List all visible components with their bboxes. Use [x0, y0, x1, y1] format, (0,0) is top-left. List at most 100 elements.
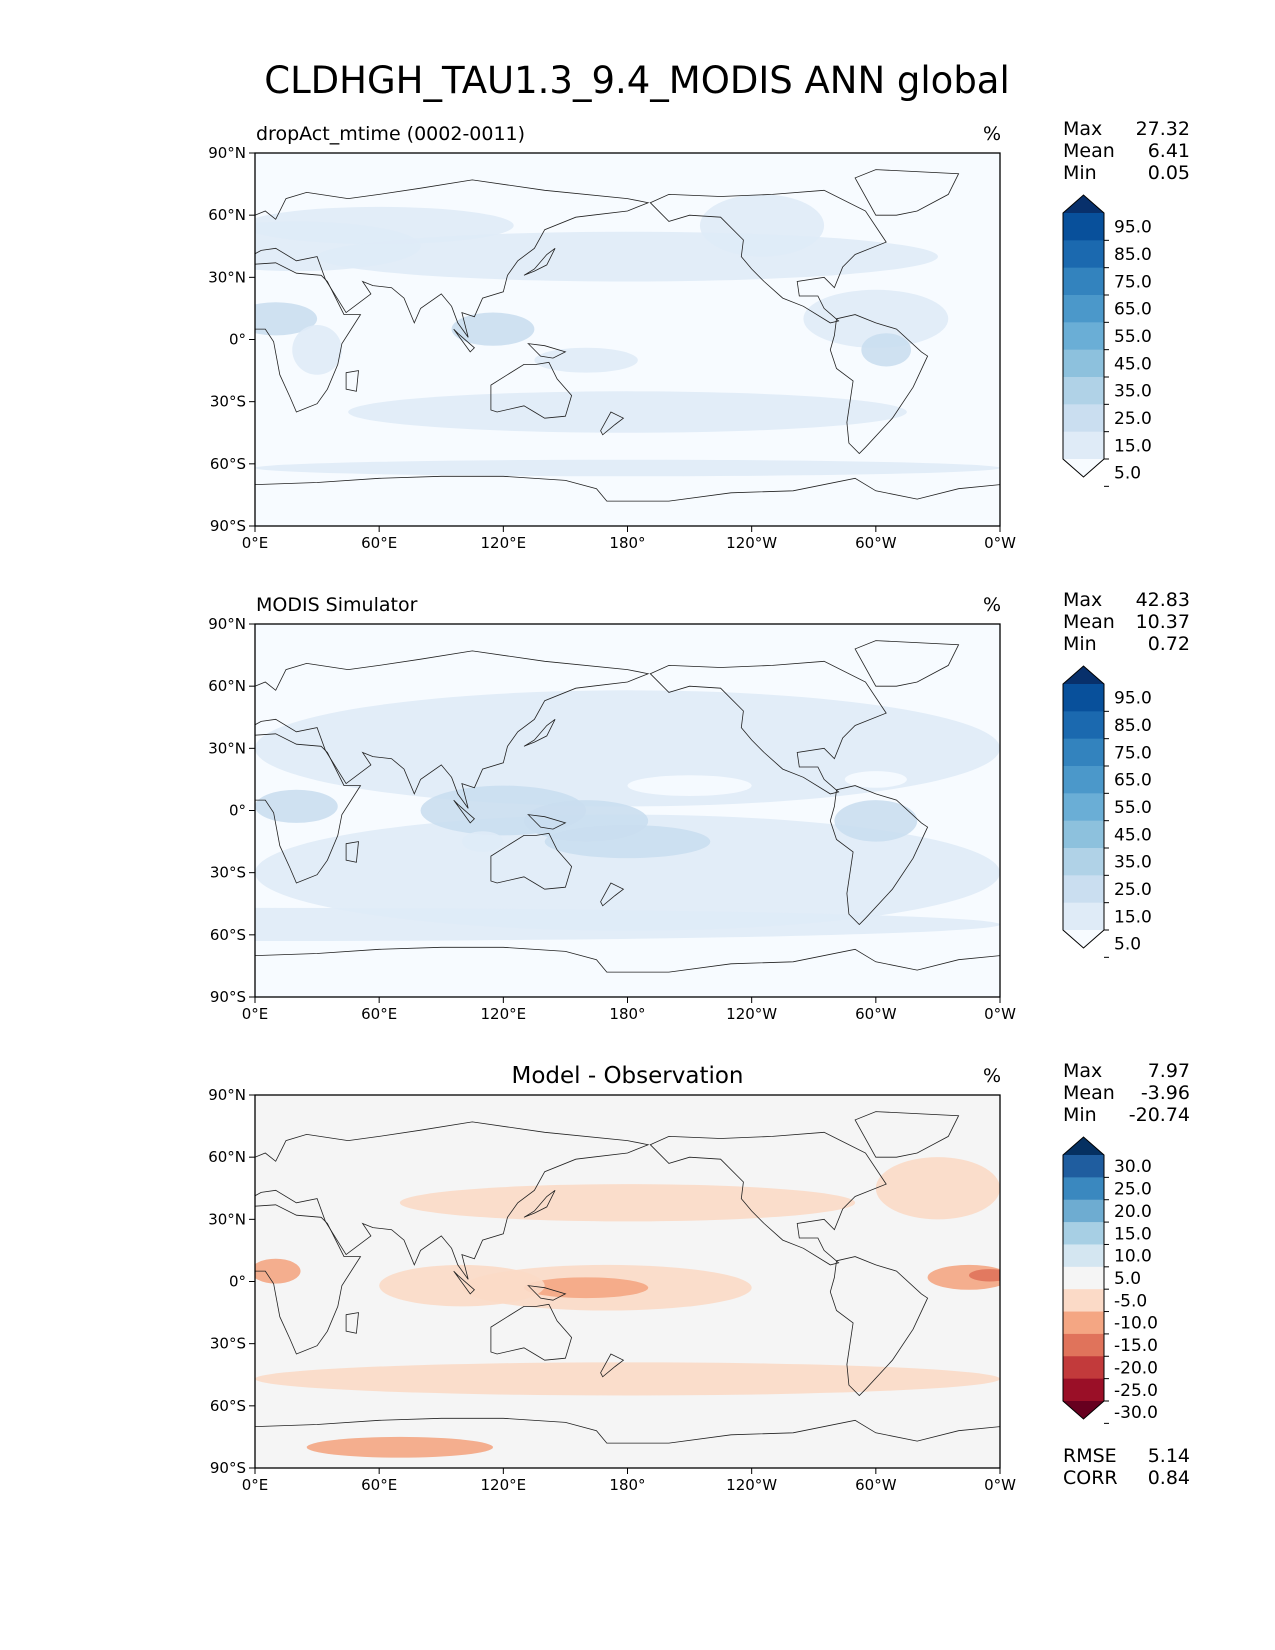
coastline [255, 1204, 362, 1355]
x-tick-label: 0°E [242, 1005, 269, 1023]
y-tick-label: 60°S [210, 455, 246, 473]
colorbar-tick-label: -25.0 [1114, 1381, 1158, 1401]
colorbar-tick-label: 75.0 [1114, 272, 1152, 292]
y-tick-label: 30°S [210, 864, 246, 882]
stat-value: 0.84 [1148, 1467, 1190, 1489]
map-contour-region [875, 1157, 1000, 1220]
colorbar-extend-bottom [1063, 930, 1104, 948]
x-tick-label: 0°W [984, 1476, 1016, 1494]
colorbar-tick-label: 5.0 [1114, 464, 1141, 484]
x-tick-label: 60°E [361, 534, 397, 552]
stat-value: 27.32 [1136, 118, 1190, 140]
coastline [523, 718, 556, 747]
stat-label: Min [1063, 162, 1097, 184]
coastline [490, 832, 573, 890]
map-contour-region [968, 1269, 1000, 1282]
stat-label: Mean [1063, 1082, 1115, 1104]
coastline [453, 799, 475, 824]
colorbar-segment [1063, 738, 1104, 767]
map-contour-region [534, 347, 638, 373]
colorbar-tick-label: 5.0 [1114, 1269, 1141, 1289]
colorbar-segment [1063, 1266, 1104, 1290]
map-field [255, 624, 1000, 997]
map-contour-region [255, 814, 1000, 931]
y-tick-label: 30°N [208, 268, 246, 286]
colorbar-segment [1063, 295, 1104, 323]
panel-2: 0°E 60°E 120°E 180° 120°W 60°W 0°W 90°N 60°N 30°N… [208, 589, 1190, 1023]
x-tick-label: 0°E [242, 1476, 269, 1494]
colorbar-extend-top [1063, 195, 1104, 213]
coastline [854, 1111, 960, 1158]
colorbar-tick-label: -5.0 [1114, 1291, 1147, 1311]
coastline [829, 314, 929, 455]
y-tick-label: 90°N [208, 144, 246, 162]
colorbar-extend-bottom [1063, 1401, 1104, 1419]
panel-1: 0°E 60°E 120°E 180° 120°W 60°W 0°W 90°N 60°N 30°N… [208, 118, 1190, 552]
panel-title-left: MODIS Simulator [256, 594, 418, 616]
panels: 0°E 60°E 120°E 180° 120°W 60°W 0°W 90°N 60°N 30°N… [208, 118, 1190, 1494]
y-tick-label: 90°S [210, 517, 246, 535]
y-tick-label: 60°S [210, 926, 246, 944]
x-tick-label: 120°E [481, 534, 527, 552]
map-contour-region [699, 194, 825, 257]
colorbar-segment [1063, 322, 1104, 351]
colorbar-segment [1063, 1177, 1104, 1201]
coastline [523, 1189, 556, 1218]
coastline [255, 1417, 1000, 1468]
map-contour-region [348, 391, 907, 433]
stat-value: -3.96 [1141, 1082, 1190, 1104]
colorbar-segment [1063, 1155, 1104, 1178]
coastline [490, 1303, 573, 1361]
map-contour-region [255, 789, 338, 823]
colorbar-segment [1063, 848, 1104, 876]
stat-value: -20.74 [1129, 1104, 1190, 1126]
colorbar-tick-label: 15.0 [1114, 1224, 1152, 1244]
colorbar-segment [1063, 377, 1104, 405]
map-field [255, 1095, 1000, 1468]
coastline [600, 882, 625, 907]
map-contour-region [292, 324, 342, 375]
units-label: % [983, 594, 1001, 616]
stat-label: Min [1063, 633, 1097, 655]
stat-value: 0.72 [1148, 633, 1190, 655]
coastline [255, 179, 650, 338]
colorbar-segment [1063, 711, 1104, 740]
map-contour-region [451, 312, 535, 346]
stat-label: RMSE [1063, 1445, 1117, 1467]
panel-title-left: dropAct_mtime (0002-0011) [256, 123, 525, 145]
panel-3: 0°E 60°E 120°E 180° 120°W 60°W 0°W 90°N 60°N 30°N… [208, 1060, 1190, 1494]
colorbar-segment [1063, 1222, 1104, 1245]
colorbar-tick-label: 25.0 [1114, 409, 1152, 429]
y-tick-label: 90°S [210, 1459, 246, 1477]
coastline [453, 1270, 475, 1295]
map-contour-region [255, 1362, 1000, 1396]
colorbar-segment [1063, 1311, 1104, 1335]
x-tick-label: 120°W [726, 1005, 777, 1023]
stat-label: Mean [1063, 611, 1115, 633]
stat-value: 0.05 [1148, 162, 1190, 184]
map-contour-region [861, 333, 912, 367]
stat-value: 42.83 [1136, 589, 1190, 611]
colorbar-tick-label: 85.0 [1114, 716, 1152, 736]
map-contour-region [255, 302, 318, 336]
map-contour-region [524, 1277, 649, 1299]
colorbar-tick-label: 25.0 [1114, 1180, 1152, 1200]
colorbar-tick-label: 35.0 [1114, 382, 1152, 402]
x-tick-label: 60°W [855, 1005, 897, 1023]
stat-label: Mean [1063, 140, 1115, 162]
map-contour-region [803, 289, 949, 348]
y-tick-label: 30°N [208, 1210, 246, 1228]
colorbar-segment [1063, 875, 1104, 904]
y-tick-label: 90°S [210, 988, 246, 1006]
coastline [527, 343, 567, 359]
colorbar-segment [1063, 240, 1104, 269]
colorbar-segment [1063, 766, 1104, 794]
coastline [490, 361, 573, 419]
y-tick-label: 30°N [208, 739, 246, 757]
y-tick-label: 0° [229, 331, 246, 349]
colorbar-extend-top [1063, 666, 1104, 684]
x-tick-label: 180° [609, 1476, 645, 1494]
y-tick-label: 30°S [210, 1335, 246, 1353]
y-tick-label: 0° [229, 1273, 246, 1291]
y-tick-label: 60°N [208, 206, 246, 224]
